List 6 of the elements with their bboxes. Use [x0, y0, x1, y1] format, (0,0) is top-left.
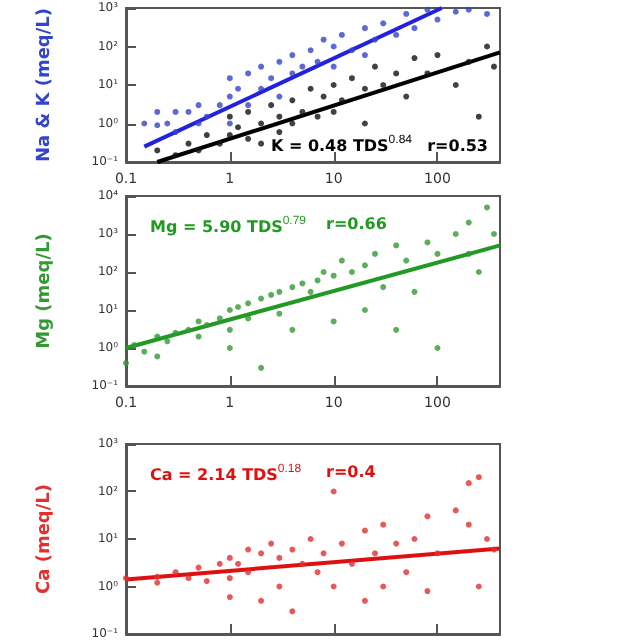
y-axis-title: Na & K (meq/L): [35, 7, 55, 163]
annotation: r=0.53: [427, 137, 489, 155]
annotation: r=0.4: [326, 463, 377, 481]
annotation: r=0.66: [326, 215, 388, 233]
y-axis-title: Ca (meq/L): [35, 484, 55, 594]
y-axis-title: Mg (meq/L): [35, 233, 55, 349]
